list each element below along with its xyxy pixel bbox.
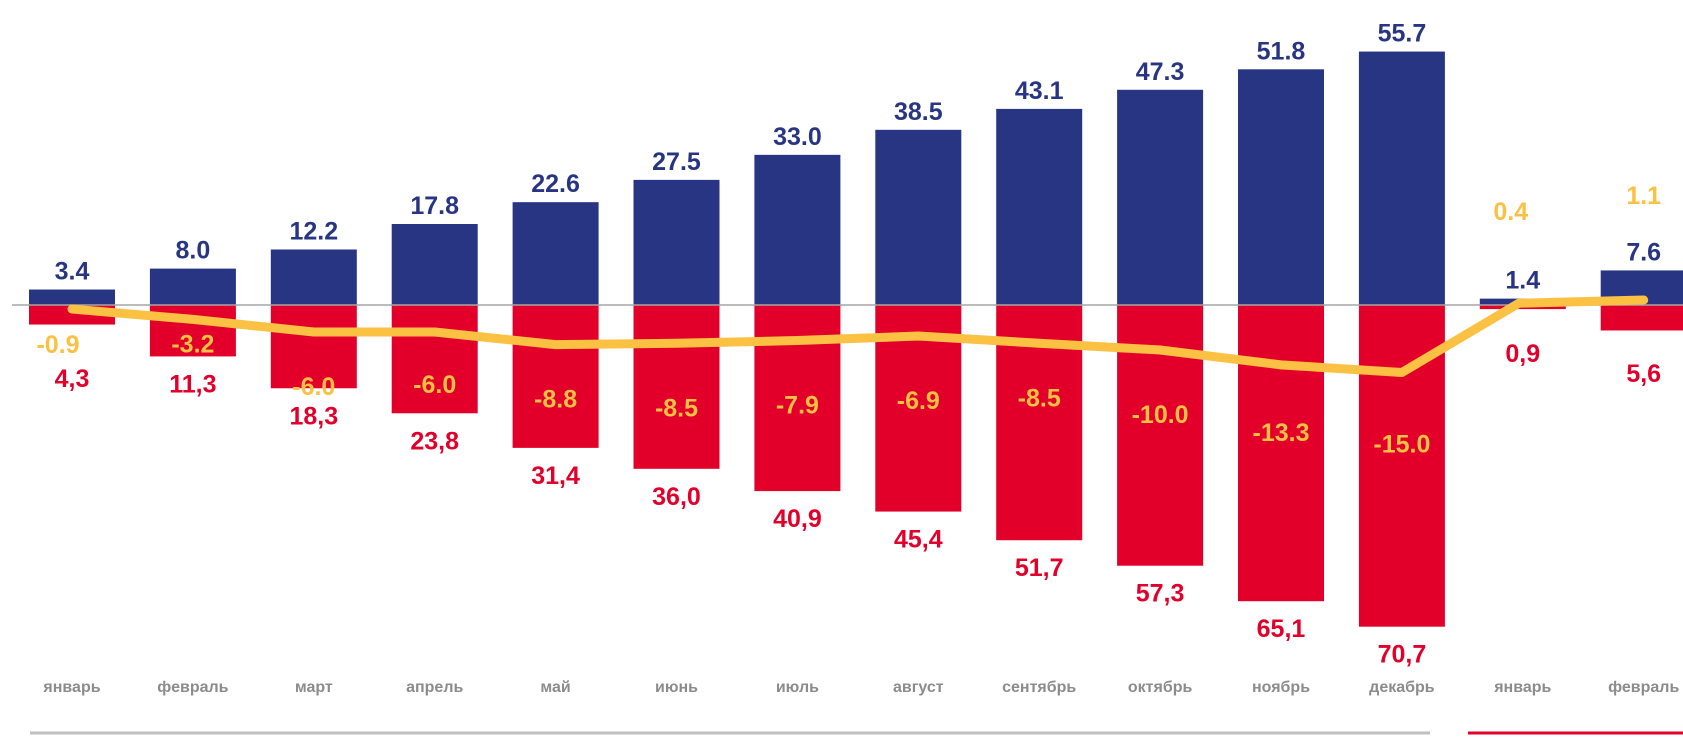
bar-down-label: 11,3 xyxy=(169,370,216,398)
bar-up xyxy=(996,108,1083,306)
line-point-label: -15.0 xyxy=(1373,431,1430,459)
bar-up xyxy=(391,224,478,305)
bar-up xyxy=(1238,69,1324,305)
bar-up-label: 55.7 xyxy=(1378,20,1427,48)
bar-down-label: 4,3 xyxy=(55,365,90,393)
bar-down-label: 57,3 xyxy=(1136,580,1185,608)
category-label: ноябрь xyxy=(1252,679,1310,696)
bar-up-label: 47.3 xyxy=(1136,58,1185,86)
line-point-label: -7.9 xyxy=(776,392,819,420)
category-label: январь xyxy=(42,679,100,696)
bar-up xyxy=(270,249,357,305)
bar-up xyxy=(633,179,720,305)
bar-down xyxy=(512,305,599,448)
line-point-label: 1.1 xyxy=(1626,182,1661,210)
category-label: январь xyxy=(1493,679,1551,696)
bar-up xyxy=(149,268,236,305)
bar-up xyxy=(512,202,599,305)
bar-up xyxy=(754,154,841,305)
bar-down-label: 70,7 xyxy=(1378,641,1427,669)
category-label: июль xyxy=(776,679,819,696)
category-label: март xyxy=(295,679,333,696)
bar-down-label: 40,9 xyxy=(773,505,822,533)
category-label: февраль xyxy=(1608,679,1679,696)
data-labels-group: 3.4 4,3 8.0 11,3 12.2 18,3 17.8 23,8 22.6 31,4 27.… xyxy=(36,20,1661,669)
category-label: август xyxy=(893,679,944,696)
bar-down-label: 23,8 xyxy=(410,427,459,455)
bar-down-label: 31,4 xyxy=(531,462,580,490)
category-label: декабрь xyxy=(1369,679,1435,696)
line-point-label: -8.8 xyxy=(534,386,577,414)
bar-up-label: 27.5 xyxy=(652,148,701,176)
category-label: апрель xyxy=(406,679,463,696)
bar-down-label: 0,9 xyxy=(1505,340,1540,368)
bar-up-label: 1.4 xyxy=(1505,267,1540,295)
category-label: февраль xyxy=(157,679,228,696)
category-label: июнь xyxy=(655,679,698,696)
bar-up xyxy=(29,289,115,305)
bar-down-label: 51,7 xyxy=(1015,554,1064,582)
bar-down-label: 45,4 xyxy=(894,526,943,554)
line-point-label: -6.0 xyxy=(413,371,456,399)
bar-down xyxy=(391,305,478,414)
bar-down-label: 5,6 xyxy=(1626,360,1661,388)
bar-up-label: 33.0 xyxy=(773,123,822,151)
category-label: май xyxy=(540,679,570,696)
bar-up-label: 3.4 xyxy=(55,258,90,286)
bar-up-label: 8.0 xyxy=(176,237,211,265)
line-point-label: -10.0 xyxy=(1132,401,1189,429)
category-label: октябрь xyxy=(1128,679,1193,696)
line-point-label: -6.9 xyxy=(897,387,940,415)
line-point-label: -6.0 xyxy=(292,373,335,401)
category-labels-group: январь февраль март апрель май июнь июль август… xyxy=(42,679,1679,696)
bar-up-label: 22.6 xyxy=(531,170,580,198)
line-point-label: 0.4 xyxy=(1493,198,1528,226)
category-label: сентябрь xyxy=(1002,679,1076,696)
bar-up-label: 43.1 xyxy=(1015,77,1064,105)
bar-down-label: 65,1 xyxy=(1257,615,1306,643)
line-point-label: -13.3 xyxy=(1253,419,1310,447)
bar-down xyxy=(1238,305,1324,602)
bar-down xyxy=(633,305,720,469)
bar-up-label: 38.5 xyxy=(894,98,943,126)
bar-down-label: 36,0 xyxy=(652,483,701,511)
line-point-label: -0.9 xyxy=(36,331,79,359)
line-point-label: -8.5 xyxy=(655,394,698,422)
bar-up-label: 7.6 xyxy=(1626,238,1661,266)
line-point-label: -8.5 xyxy=(1018,384,1061,412)
blue-bars-group xyxy=(29,51,1683,306)
bar-up-label: 51.8 xyxy=(1257,37,1306,65)
bar-up xyxy=(1117,89,1204,305)
bar-up xyxy=(875,129,962,305)
bar-down-label: 18,3 xyxy=(289,402,338,430)
bar-up-label: 17.8 xyxy=(410,192,459,220)
bar-down xyxy=(270,305,357,389)
bar-up xyxy=(1358,51,1445,305)
yellow-balance-line xyxy=(67,295,1649,377)
bar-down xyxy=(1600,305,1683,331)
line-point-label: -3.2 xyxy=(171,330,214,358)
bar-up-label: 12.2 xyxy=(289,217,338,245)
